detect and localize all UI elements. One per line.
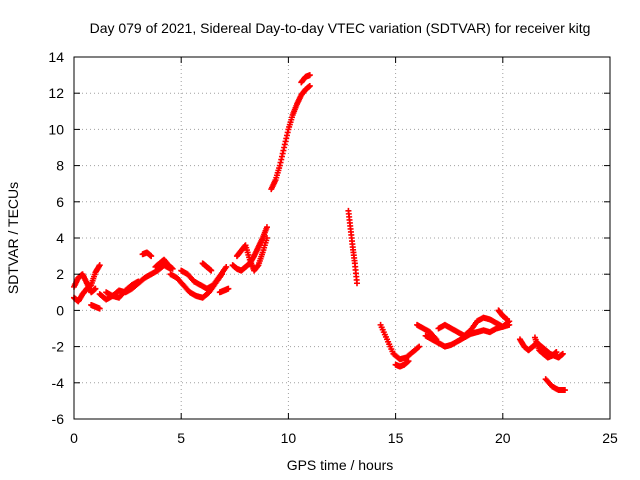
data-point (96, 305, 103, 312)
data-point (263, 235, 270, 241)
x-tick-label: 25 (602, 430, 618, 446)
y-tick-label: 14 (48, 49, 64, 65)
y-axis-title: SDTVAR / TECUs (5, 182, 21, 294)
data-point (559, 350, 566, 357)
data-point (415, 344, 422, 351)
y-tick-label: 0 (56, 302, 64, 318)
series-arc-19 (422, 321, 513, 350)
data-point (263, 224, 270, 231)
y-tick-label: -4 (52, 375, 65, 391)
data-point (96, 262, 103, 269)
series-arc-6 (139, 249, 155, 260)
data-point (148, 253, 155, 260)
y-tick-label: 12 (48, 85, 64, 101)
series-arc-5 (96, 278, 142, 303)
series-arc-14 (268, 82, 313, 193)
x-tick-label: 20 (495, 430, 511, 446)
series-arc-10 (199, 260, 215, 274)
data-point (223, 263, 230, 270)
grid (74, 57, 610, 419)
chart-title: Day 079 of 2021, Sidereal Day-to-day VTE… (90, 20, 591, 36)
series-arc-24 (531, 334, 560, 361)
x-tick-label: 5 (177, 430, 185, 446)
data-point (169, 265, 176, 272)
series-arc-16 (345, 207, 361, 287)
series-arc-25 (542, 376, 568, 394)
data-point (433, 336, 440, 343)
series-arc-3 (88, 301, 103, 312)
series-arc-7 (152, 256, 176, 272)
series-arc-18 (392, 358, 412, 370)
data-point (225, 285, 232, 292)
data-points (71, 72, 568, 394)
y-tick-label: -6 (52, 411, 65, 427)
y-tick-label: 4 (56, 230, 64, 246)
series-arc-15 (298, 72, 313, 86)
series-arc-8 (167, 271, 225, 301)
data-point (553, 349, 560, 356)
y-tick-label: 6 (56, 194, 64, 210)
series-arc-22 (495, 307, 511, 323)
x-tick-label: 15 (388, 430, 404, 446)
series-arc-2 (71, 262, 103, 305)
data-point (135, 278, 142, 285)
data-point (416, 343, 423, 350)
y-tick-label: 2 (56, 266, 64, 282)
data-point (92, 285, 99, 292)
series-arc-21 (414, 321, 440, 343)
series-arc-17 (377, 321, 423, 363)
y-tick-label: 10 (48, 121, 64, 137)
data-point (354, 280, 361, 287)
data-point (561, 387, 568, 394)
data-point (306, 82, 313, 89)
x-axis-title: GPS time / hours (287, 457, 394, 473)
data-point (405, 358, 412, 365)
x-tick-label: 10 (281, 430, 297, 446)
y-tick-label: 8 (56, 158, 64, 174)
x-tick-label: 0 (70, 430, 78, 446)
series-arc-20 (435, 314, 513, 339)
data-point (208, 267, 215, 274)
series-arc-13 (233, 235, 270, 274)
data-point (306, 72, 313, 79)
y-tick-label: -2 (52, 339, 65, 355)
axis-ticks: 0 5 10 15 20 25 -6 -4 -2 0 2 4 6 8 10 12 14 (48, 49, 618, 446)
series-arc-11 (216, 285, 232, 296)
data-point (504, 316, 511, 323)
series-arc-9 (178, 263, 230, 292)
